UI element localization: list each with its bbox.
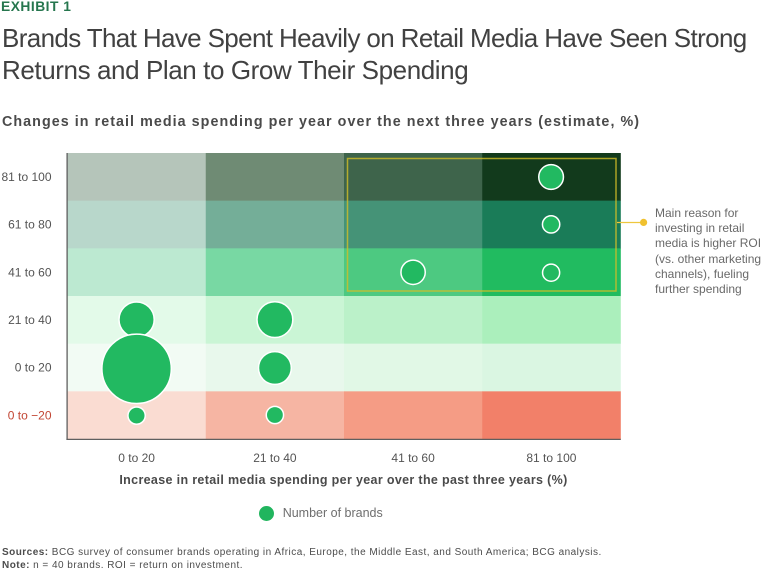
svg-text:0 to 20: 0 to 20 <box>15 361 52 375</box>
svg-text:21 to 40: 21 to 40 <box>8 313 52 327</box>
svg-text:41 to 60: 41 to 60 <box>8 265 52 279</box>
svg-text:21 to 40: 21 to 40 <box>253 451 297 465</box>
svg-text:81 to 100: 81 to 100 <box>1 170 51 184</box>
svg-text:81 to 100: 81 to 100 <box>526 451 576 465</box>
svg-text:41 to 60: 41 to 60 <box>391 451 435 465</box>
svg-text:0 to −20: 0 to −20 <box>8 408 52 422</box>
svg-text:0 to 20: 0 to 20 <box>118 451 155 465</box>
svg-text:61 to 80: 61 to 80 <box>8 218 52 232</box>
